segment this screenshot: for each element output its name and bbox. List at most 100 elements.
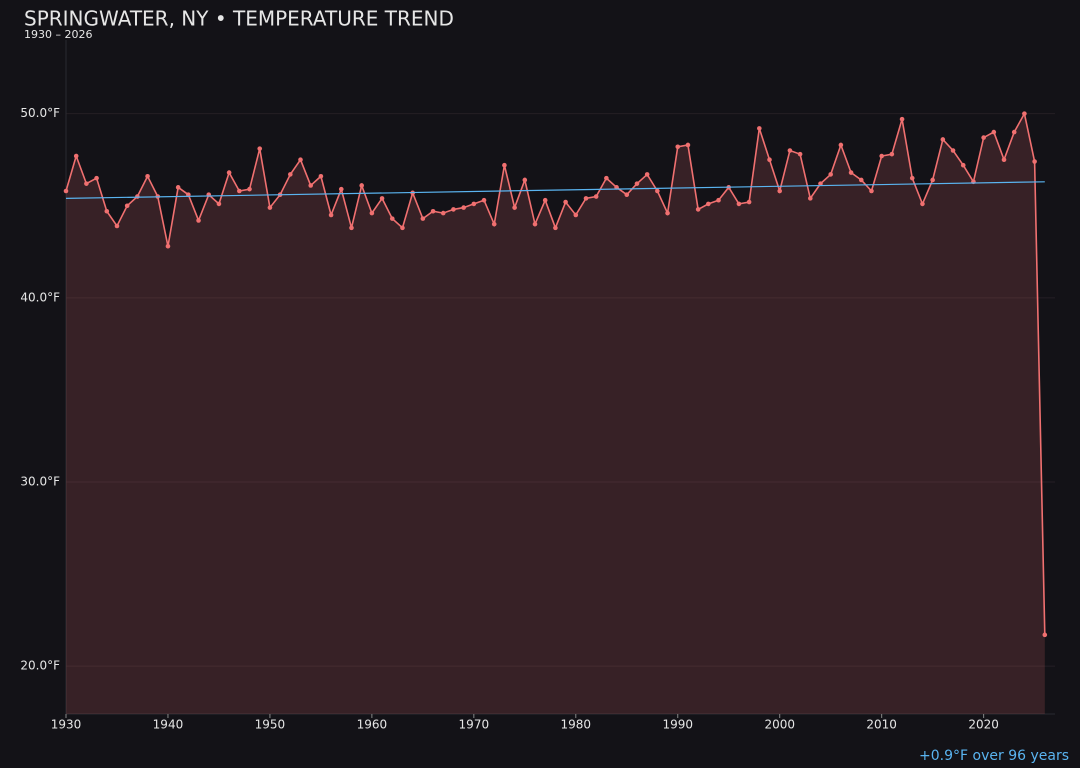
- point: [389, 216, 395, 221]
- point: [869, 188, 874, 194]
- point: [124, 203, 130, 209]
- point: [675, 144, 681, 150]
- point: [777, 188, 783, 194]
- point: [359, 183, 364, 188]
- point: [583, 196, 589, 201]
- point: [1022, 111, 1027, 116]
- point: [216, 201, 222, 207]
- point: [624, 192, 630, 197]
- y-tick-label: 40.0°F: [20, 290, 60, 304]
- point: [430, 208, 436, 214]
- point: [298, 157, 303, 162]
- x-tick-label: 2020: [968, 718, 999, 732]
- point: [440, 210, 446, 216]
- point: [94, 175, 99, 181]
- point: [288, 172, 293, 177]
- point: [145, 173, 150, 179]
- point: [1011, 129, 1017, 135]
- x-tick-label: 1950: [255, 718, 286, 732]
- x-tick-label: 1970: [459, 718, 490, 732]
- point: [950, 148, 956, 153]
- point: [196, 218, 201, 223]
- point: [838, 142, 844, 148]
- point: [135, 194, 140, 199]
- point: [308, 183, 314, 188]
- point: [461, 205, 466, 210]
- point: [257, 146, 263, 151]
- point: [899, 116, 905, 122]
- point: [593, 194, 599, 199]
- point: [165, 243, 171, 249]
- point: [522, 177, 528, 183]
- point: [226, 170, 232, 175]
- point: [63, 188, 69, 194]
- point: [104, 208, 110, 214]
- point: [787, 148, 793, 153]
- point: [114, 223, 120, 229]
- area: [66, 113, 1045, 715]
- point: [981, 135, 986, 140]
- point: [471, 201, 477, 207]
- point: [400, 225, 405, 231]
- point: [318, 173, 324, 179]
- point: [746, 199, 752, 205]
- point: [175, 185, 181, 190]
- chart-subtitle: 1930 – 2026: [24, 28, 92, 41]
- point: [706, 201, 711, 207]
- point: [532, 221, 538, 227]
- point: [1001, 157, 1007, 162]
- point: [757, 126, 762, 131]
- point: [634, 181, 640, 186]
- point: [889, 151, 895, 157]
- point: [991, 129, 997, 135]
- point: [767, 157, 772, 162]
- point: [807, 196, 813, 201]
- point: [328, 212, 334, 218]
- y-tick-label: 20.0°F: [20, 659, 60, 673]
- point: [818, 181, 823, 186]
- point: [237, 188, 242, 194]
- chart-title: SPRINGWATER, NY • TEMPERATURE TREND: [24, 7, 454, 31]
- x-tick-label: 1940: [153, 718, 184, 732]
- point: [644, 172, 650, 177]
- y-tick-label: 50.0°F: [20, 106, 60, 120]
- point: [716, 197, 721, 203]
- point: [247, 186, 252, 192]
- point: [491, 221, 497, 227]
- point: [502, 162, 507, 168]
- point: [542, 197, 548, 203]
- point: [909, 175, 915, 181]
- point: [1032, 159, 1037, 164]
- point: [960, 162, 966, 168]
- point: [1042, 632, 1048, 638]
- point: [858, 177, 864, 183]
- y-tick-label: 30.0°F: [20, 474, 60, 488]
- point: [84, 181, 89, 186]
- point: [349, 225, 354, 231]
- point: [879, 153, 884, 159]
- point: [736, 201, 742, 207]
- point: [512, 205, 517, 210]
- x-tick-label: 1930: [51, 718, 82, 732]
- point: [695, 207, 701, 212]
- point: [685, 142, 691, 148]
- point: [563, 199, 568, 205]
- point: [451, 207, 456, 212]
- point: [481, 197, 487, 203]
- point: [920, 201, 925, 207]
- point: [573, 212, 579, 218]
- x-tick-label: 2010: [866, 718, 897, 732]
- point: [267, 205, 273, 210]
- point: [553, 225, 558, 231]
- point: [665, 210, 670, 216]
- point: [940, 137, 946, 142]
- x-tick-label: 1980: [561, 718, 592, 732]
- point: [369, 210, 375, 216]
- point: [655, 188, 660, 194]
- point: [930, 177, 935, 183]
- point: [797, 151, 803, 157]
- trend-annotation: +0.9°F over 96 years: [919, 748, 1069, 764]
- x-tick-label: 2000: [764, 718, 795, 732]
